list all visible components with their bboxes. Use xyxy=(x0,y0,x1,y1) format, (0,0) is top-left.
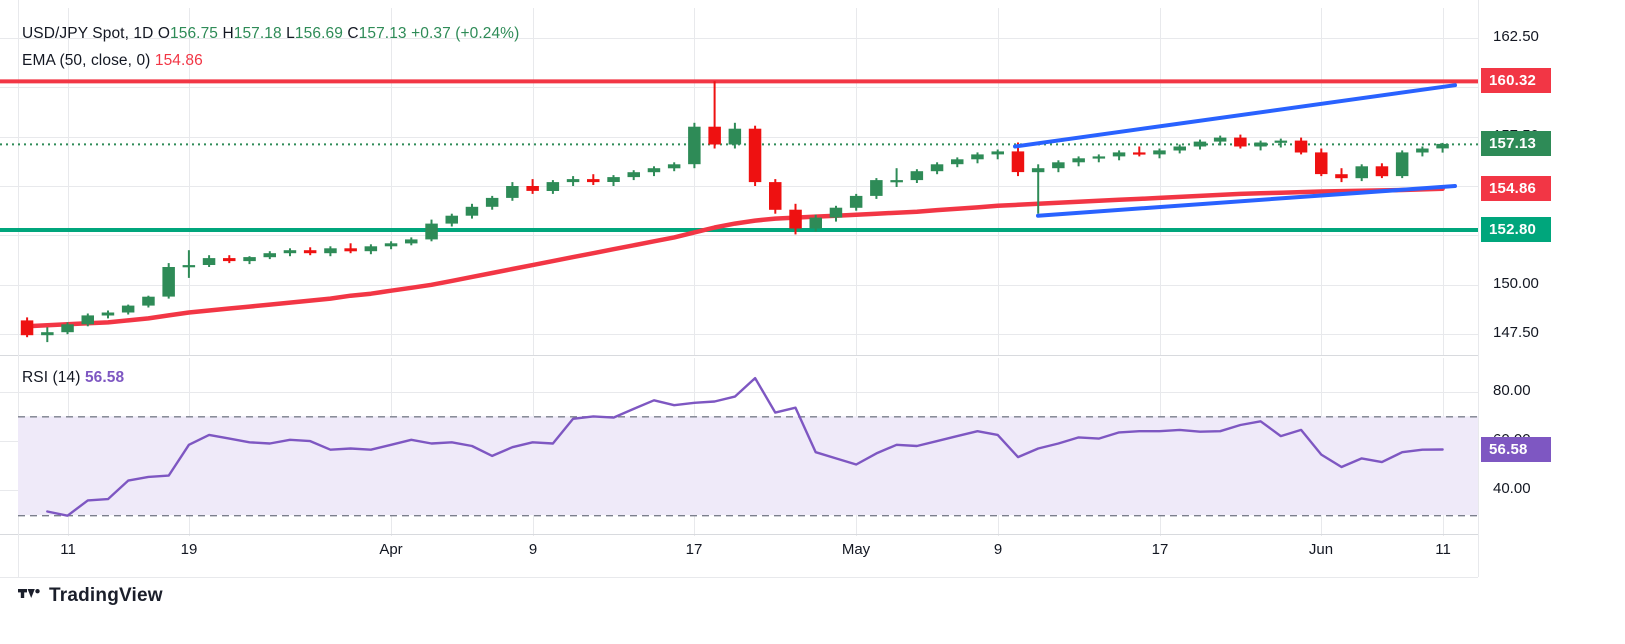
symbol-label: USD/JPY Spot, 1D xyxy=(22,25,154,42)
date-tick-17: 17 xyxy=(685,541,703,558)
rsi-legend-name: RSI (14) xyxy=(22,369,81,386)
tradingview-mark-icon xyxy=(18,588,40,598)
ohlc-low: L156.69 xyxy=(286,25,343,42)
ohlc-high: H157.18 xyxy=(222,25,282,42)
ohlc-change: +0.37 (+0.24%) xyxy=(411,25,520,42)
price-badge-last-price[interactable]: 157.13 xyxy=(1481,131,1551,157)
date-tick-19: 19 xyxy=(180,541,198,558)
price-badge-resistance[interactable]: 160.32 xyxy=(1481,68,1551,94)
rsi-legend-value: 56.58 xyxy=(84,369,125,386)
price-legend[interactable]: USD/JPY Spot, 1D O156.75 H157.18 L156.69… xyxy=(22,25,519,43)
date-tick-11: 11 xyxy=(1435,541,1451,558)
tradingview-logo: TradingView xyxy=(18,585,163,607)
price-badge-support[interactable]: 152.80 xyxy=(1481,216,1551,242)
date-tick-9: 9 xyxy=(528,541,538,558)
price-tick-147-50: 147.50 xyxy=(1493,324,1539,342)
date-tick-17: 17 xyxy=(1151,541,1169,558)
rsi-legend[interactable]: RSI (14) 56.58 xyxy=(22,369,124,387)
ohlc-close: C157.13 xyxy=(347,25,407,42)
date-tick-11: 11 xyxy=(60,541,76,558)
date-tick-jun: Jun xyxy=(1308,541,1334,558)
rsi-tick-40-00: 40.00 xyxy=(1493,480,1531,498)
date-tick-may: May xyxy=(841,541,871,558)
date-tick-9: 9 xyxy=(993,541,1003,558)
price-tick-162-50: 162.50 xyxy=(1493,27,1539,45)
rsi-tick-80-00: 80.00 xyxy=(1493,381,1531,399)
date-tick-apr: Apr xyxy=(379,541,403,558)
ema-legend-name: EMA (50, close, 0) xyxy=(22,52,151,69)
ohlc-open: O156.75 xyxy=(157,25,219,42)
price-badge-ema[interactable]: 154.86 xyxy=(1481,176,1551,202)
ema-legend[interactable]: EMA (50, close, 0) 154.86 xyxy=(22,52,203,70)
ema-legend-value: 154.86 xyxy=(154,52,203,69)
rsi-badge-last-value[interactable]: 56.58 xyxy=(1481,437,1551,462)
price-tick-150-00: 150.00 xyxy=(1493,274,1539,292)
tradingview-wordmark: TradingView xyxy=(49,585,163,606)
